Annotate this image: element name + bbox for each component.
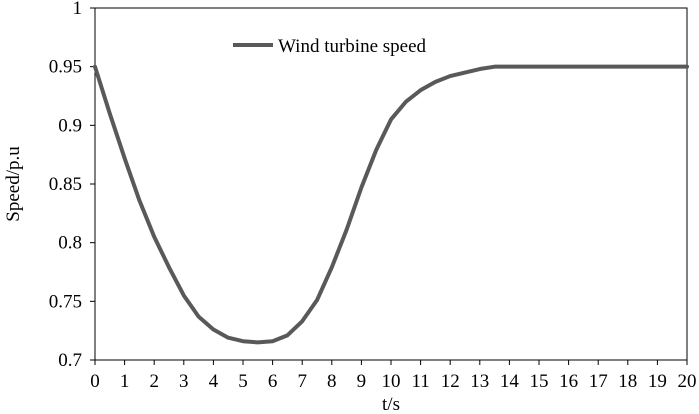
x-tick-label: 9 — [357, 371, 367, 392]
y-tick-label: 0.9 — [58, 115, 82, 136]
x-tick-label: 2 — [149, 371, 159, 392]
legend: Wind turbine speed — [233, 36, 427, 57]
y-tick-label: 0.75 — [49, 291, 82, 312]
x-tick-label: 13 — [470, 371, 489, 392]
x-tick-label: 11 — [411, 371, 429, 392]
plot-border — [94, 7, 688, 361]
x-tick-label: 7 — [297, 371, 307, 392]
x-axis-title: t/s — [382, 394, 400, 414]
series-layer — [93, 64, 689, 345]
y-tick-label: 0.95 — [49, 57, 82, 78]
x-axis-ticks: 0 1 2 3 4 5 6 7 8 9 10 11 12 13 14 15 16 17 18 19 20 — [90, 360, 697, 392]
plot-frame — [94, 7, 688, 361]
x-tick-label: 17 — [589, 371, 608, 392]
x-tick-label: 19 — [648, 371, 667, 392]
x-tick-label: 15 — [530, 371, 549, 392]
x-tick-label: 6 — [268, 371, 278, 392]
x-tick-label: 14 — [500, 371, 520, 392]
series-line-0 — [93, 64, 689, 345]
x-tick-label: 5 — [238, 371, 248, 392]
y-tick-label: 0.7 — [58, 350, 82, 371]
x-tick-label: 3 — [179, 371, 189, 392]
x-tick-label: 10 — [382, 371, 401, 392]
x-tick-label: 16 — [559, 371, 578, 392]
x-tick-label: 1 — [120, 371, 130, 392]
x-tick-label: 8 — [327, 371, 337, 392]
y-axis-title: Speed/p.u — [3, 146, 24, 222]
x-tick-label: 4 — [209, 371, 219, 392]
y-tick-label: 0.85 — [49, 174, 82, 195]
x-tick-label: 20 — [678, 371, 697, 392]
y-tick-label: 1 — [73, 0, 83, 19]
y-axis-ticks: 0.7 0.75 0.8 0.85 0.9 0.95 1 — [49, 0, 95, 371]
x-tick-label: 0 — [90, 371, 100, 392]
x-tick-label: 12 — [441, 371, 460, 392]
legend-label: Wind turbine speed — [278, 36, 427, 57]
x-tick-label: 18 — [618, 371, 637, 392]
y-tick-label: 0.8 — [58, 233, 82, 254]
